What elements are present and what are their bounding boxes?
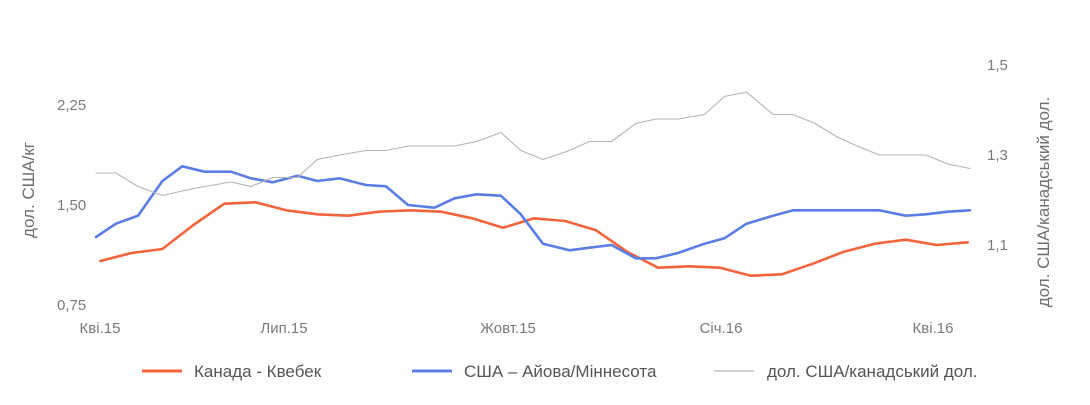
right-y-axis: 1,5 1,3 1,1 дол. США/канадський дол. — [987, 57, 1053, 307]
x-axis: Кві.15 Лип.15 Жовт.15 Січ.16 Кві.16 — [80, 320, 954, 337]
legend-item-canada: Канада - Квебек — [142, 362, 322, 381]
x-tick-label: Кві.15 — [80, 320, 121, 337]
legend-label-canada: Канада - Квебек — [194, 362, 322, 381]
series-line-2 — [95, 91, 971, 197]
plot-area — [94, 91, 972, 278]
x-tick-label: Січ.16 — [700, 320, 743, 337]
x-tick-label: Лип.15 — [260, 320, 307, 337]
right-y-axis-title: дол. США/канадський дол. — [1034, 97, 1053, 307]
left-y-axis: 2,25 1,50 0,75 дол. США/кг — [19, 97, 86, 314]
series-line-0 — [99, 201, 970, 278]
right-y-tick-label: 1,3 — [987, 147, 1008, 164]
series-line-1 — [94, 165, 972, 260]
right-y-tick-label: 1,1 — [987, 237, 1008, 254]
x-tick-label: Кві.16 — [913, 320, 954, 337]
right-y-tick-label: 1,5 — [987, 57, 1008, 74]
left-y-tick-label: 0,75 — [57, 297, 86, 314]
legend-label-exchange-rate: дол. США/канадський дол. — [767, 362, 977, 381]
left-y-tick-label: 1,50 — [57, 197, 86, 214]
left-y-tick-label: 2,25 — [57, 97, 86, 114]
legend-item-exchange-rate: дол. США/канадський дол. — [714, 362, 977, 381]
legend: Канада - Квебек США – Айова/Міннесота до… — [142, 362, 977, 381]
left-y-axis-title: дол. США/кг — [19, 142, 38, 238]
legend-label-usa: США – Айова/Міннесота — [464, 362, 657, 381]
x-tick-label: Жовт.15 — [480, 320, 536, 337]
legend-item-usa: США – Айова/Міннесота — [412, 362, 657, 381]
